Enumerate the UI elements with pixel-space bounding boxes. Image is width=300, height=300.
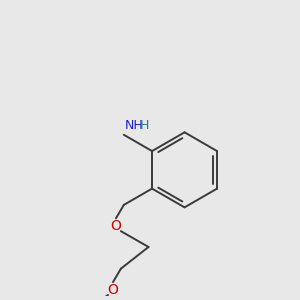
Text: H: H — [140, 119, 149, 132]
Text: NH: NH — [125, 119, 144, 132]
Text: O: O — [110, 219, 122, 233]
Text: O: O — [107, 283, 118, 297]
